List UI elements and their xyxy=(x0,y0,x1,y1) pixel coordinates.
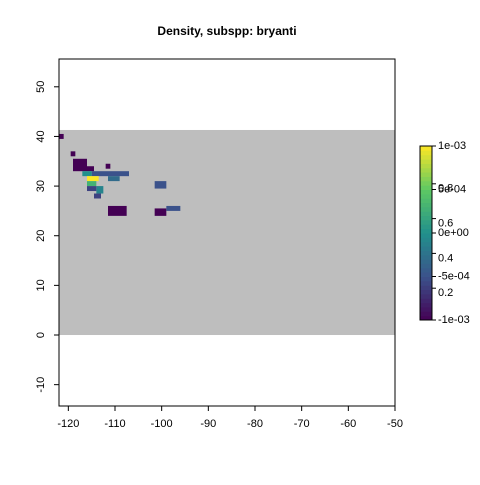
colorbar-segment xyxy=(420,185,432,190)
colorbar-tick-label: 0.6 xyxy=(438,218,453,230)
colorbar-segment xyxy=(420,163,432,169)
colorbar-segment xyxy=(420,233,432,238)
colorbar-segment xyxy=(420,241,432,247)
colorbar-segment xyxy=(420,263,432,269)
raster-cell xyxy=(70,151,76,157)
raster-cell xyxy=(82,171,92,177)
colorbar-segment xyxy=(420,237,432,243)
raster-cell xyxy=(59,133,64,139)
colorbar-segment xyxy=(420,150,432,156)
colorbar-segment xyxy=(420,215,432,221)
colorbar-tick-label: -5e-04 xyxy=(438,270,470,282)
x-tick-label: -60 xyxy=(340,418,356,430)
colorbar-segment xyxy=(420,315,432,321)
raster-cell xyxy=(91,171,129,177)
raster-extent xyxy=(59,129,395,336)
colorbar-segment xyxy=(420,280,432,286)
y-tick-label: 20 xyxy=(35,230,47,242)
colorbar-segment xyxy=(420,298,432,304)
colorbar-tick-label: 0.4 xyxy=(438,252,453,264)
raster-cell xyxy=(96,186,104,194)
raster-cell xyxy=(154,208,167,216)
colorbar-segment xyxy=(420,202,432,208)
colorbar-segment xyxy=(420,180,432,186)
colorbar-tick-label: -1e-03 xyxy=(438,314,470,326)
raster-cell xyxy=(108,205,127,216)
colorbar-segment xyxy=(420,146,432,151)
colorbar-segment xyxy=(420,259,432,264)
x-tick-label: -100 xyxy=(151,418,173,430)
colorbar-segment xyxy=(420,219,432,225)
raster-cell xyxy=(154,181,167,189)
x-tick-label: -110 xyxy=(104,418,125,430)
colorbar-tick-label: 1e-03 xyxy=(438,140,466,152)
colorbar-segment xyxy=(420,285,432,291)
colorbar-segment xyxy=(420,154,432,160)
colorbar-segment xyxy=(420,306,432,312)
x-tick-label: -120 xyxy=(57,418,79,430)
colorbar-tick-label: 0.8 xyxy=(438,183,453,195)
colorbar-segment xyxy=(420,189,432,195)
colorbar-segment xyxy=(420,228,432,234)
colorbar-segment xyxy=(420,293,432,299)
colorbar-segment xyxy=(420,172,432,177)
colorbar-segment xyxy=(420,272,432,277)
y-tick-label: 30 xyxy=(35,180,47,192)
colorbar-segment xyxy=(420,254,432,260)
y-tick-label: 10 xyxy=(35,279,47,291)
colorbar-segment xyxy=(420,267,432,273)
colorbar-segment xyxy=(420,246,432,251)
colorbar-segment xyxy=(420,302,432,308)
raster-cell xyxy=(105,163,111,169)
colorbar-segment xyxy=(420,311,432,317)
raster-cell xyxy=(87,186,97,192)
x-tick-label: -80 xyxy=(247,418,263,430)
y-tick-label: -10 xyxy=(35,377,47,393)
raster-cell xyxy=(73,158,87,172)
y-tick-label: 0 xyxy=(35,332,47,338)
raster-cell xyxy=(87,176,99,182)
x-tick-label: -70 xyxy=(294,418,310,430)
raster-cell xyxy=(108,176,120,182)
colorbar-segment xyxy=(420,206,432,212)
colorbar-tick-label: 0.2 xyxy=(438,287,453,299)
colorbar-segment xyxy=(420,198,432,204)
colorbar-segment xyxy=(420,289,432,295)
raster-cell xyxy=(94,193,101,199)
y-tick-label: 40 xyxy=(35,130,47,142)
y-tick-label: 50 xyxy=(35,81,47,93)
x-tick-label: -50 xyxy=(387,418,403,430)
raster-cell xyxy=(87,181,97,187)
colorbar-segment xyxy=(420,193,432,199)
colorbar-segment xyxy=(420,211,432,217)
chart-title: Density, subspp: bryanti xyxy=(157,24,296,38)
colorbar-segment xyxy=(420,250,432,256)
colorbar-tick-label: 5e-04 xyxy=(438,183,466,195)
raster-cell xyxy=(166,205,181,211)
colorbar-segment xyxy=(420,176,432,182)
raster-cell xyxy=(87,166,94,172)
colorbar-segment xyxy=(420,276,432,282)
plot-frame xyxy=(58,58,396,407)
x-tick-label: -90 xyxy=(200,418,216,430)
colorbar-segment xyxy=(420,167,432,173)
colorbar-segment xyxy=(420,224,432,230)
colorbar-segment xyxy=(420,159,432,164)
colorbar-tick-label: 0e+00 xyxy=(438,227,469,239)
